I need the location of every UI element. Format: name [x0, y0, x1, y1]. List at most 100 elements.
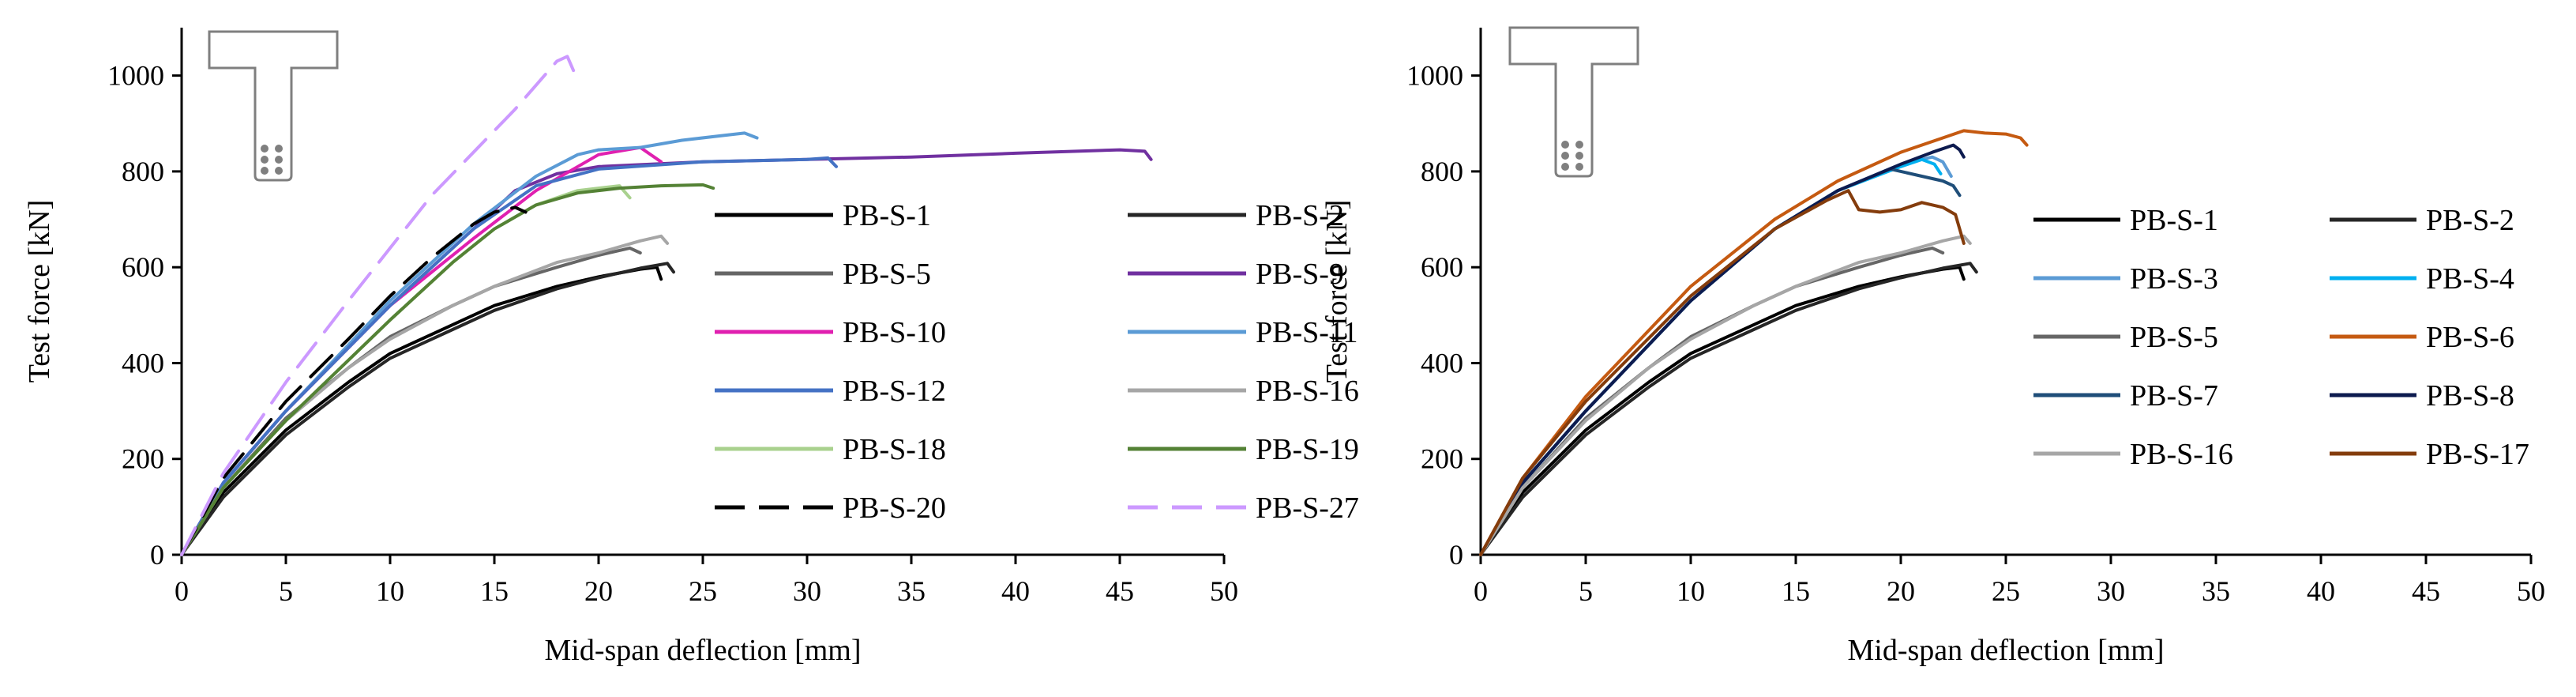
legend-label: PB-S-7	[2130, 379, 2218, 413]
series-line-pb-s-11	[180, 131, 759, 556]
x-tick-label: 15	[1782, 575, 1810, 607]
legend-label: PB-S-1	[843, 199, 931, 232]
rebar-dot	[1575, 152, 1583, 160]
legend-label: PB-S-19	[1256, 433, 1359, 466]
x-tick-label: 5	[279, 575, 293, 607]
x-tick-label: 30	[793, 575, 821, 607]
y-tick-label: 0	[150, 539, 164, 571]
series-line-pb-s-8	[1479, 143, 1966, 556]
series-line-pb-s-7	[1479, 167, 1962, 556]
series-line-pb-s-5	[1479, 246, 1945, 556]
series-line-pb-s-20	[180, 205, 528, 556]
t-beam-outline	[1508, 26, 1639, 178]
x-tick-label: 20	[584, 575, 613, 607]
legend-label: PB-S-2	[2426, 204, 2514, 237]
left-chart: 0 5 10 15 20 25 30 35 40 45 50 0 200 400 600 800 1000 Mid…	[23, 28, 1359, 667]
series-line-pb-s-9	[180, 148, 1153, 556]
legend-label: PB-S-4	[2426, 262, 2514, 296]
y-tick-label: 600	[1421, 251, 1463, 283]
legend-label: PB-S-10	[843, 316, 946, 349]
series-line-pb-s-2	[180, 262, 675, 556]
series-line-pb-s-2	[1479, 262, 1978, 556]
rebar-dot	[1561, 163, 1569, 171]
x-tick-label: 35	[897, 575, 926, 607]
rebar-dot	[1561, 141, 1569, 149]
y-tick-label: 0	[1449, 539, 1463, 571]
series-line-pb-s-16	[180, 234, 670, 556]
t-beam-outline	[208, 30, 339, 182]
legend-label: PB-S-5	[2130, 321, 2218, 354]
y-tick-label: 1000	[1406, 60, 1463, 92]
legend-label: PB-S-12	[843, 375, 946, 408]
series-line-pb-s-1	[1479, 266, 1966, 556]
series-line-pb-s-19	[180, 183, 715, 556]
series-line-pb-s-1	[180, 266, 663, 556]
y-axis-label: Test force [kN]	[23, 200, 56, 383]
rebar-dot	[1561, 152, 1569, 160]
y-tick-label: 800	[1421, 156, 1463, 187]
legend-label: PB-S-16	[2130, 438, 2233, 471]
legend: PB-S-1 PB-S-2 PB-S-5 PB-S-9 PB-S-10 PB-S-11 PB…	[715, 199, 1359, 525]
series-line-pb-s-3	[1479, 155, 1953, 556]
right-chart: 0 5 10 15 20 25 30 35 40 45 50 0 200 400 600 800 1000 Mid…	[1320, 26, 2545, 667]
legend-label: PB-S-5	[843, 258, 931, 291]
x-axis-label: Mid-span deflection [mm]	[1847, 634, 2164, 667]
series-line-pb-s-18	[180, 184, 632, 556]
rebar-dot	[275, 156, 283, 164]
legend-label: PB-S-18	[843, 433, 946, 466]
x-tick-label: 15	[480, 575, 509, 607]
series-line-pb-s-16	[1479, 234, 1972, 556]
series-line-pb-s-5	[180, 246, 642, 556]
legend-label: PB-S-6	[2426, 321, 2514, 354]
legend-label: PB-S-2	[1256, 199, 1344, 232]
y-tick-label: 600	[122, 251, 164, 283]
legend-label: PB-S-8	[2426, 379, 2514, 413]
legend-label: PB-S-9	[1256, 258, 1344, 291]
x-tick-label: 10	[1677, 575, 1705, 607]
x-tick-label: 25	[689, 575, 717, 607]
series-line-pb-s-6	[1479, 129, 2029, 556]
t-beam-cross-section-icon	[1508, 26, 1639, 178]
rebar-dot	[261, 156, 268, 164]
y-tick-label: 800	[122, 156, 164, 187]
x-tick-label: 50	[1210, 575, 1238, 607]
legend-label: PB-S-17	[2426, 438, 2529, 471]
legend: PB-S-1 PB-S-2 PB-S-3 PB-S-4 PB-S-5 PB-S-6 PB-S…	[2033, 204, 2529, 471]
legend-label: PB-S-16	[1256, 375, 1359, 408]
legend-label: PB-S-20	[843, 492, 946, 525]
rebar-dot	[261, 145, 268, 153]
rebar-dot	[275, 145, 283, 153]
x-tick-label: 45	[1106, 575, 1134, 607]
series-line-pb-s-27	[180, 55, 576, 556]
x-tick-label: 40	[2307, 575, 2335, 607]
x-tick-label: 0	[175, 575, 189, 607]
y-tick-label: 200	[1421, 443, 1463, 475]
series-line-pb-s-17	[1479, 189, 1966, 556]
rebar-dot	[1575, 141, 1583, 149]
y-tick-label: 400	[122, 347, 164, 379]
x-tick-label: 25	[1992, 575, 2020, 607]
x-tick-label: 30	[2097, 575, 2125, 607]
x-tick-label: 40	[1001, 575, 1030, 607]
x-tick-label: 45	[2412, 575, 2440, 607]
x-tick-label: 50	[2517, 575, 2545, 607]
x-tick-label: 5	[1579, 575, 1593, 607]
y-axis-label: Test force [kN]	[1320, 200, 1354, 383]
rebar-dot	[275, 167, 283, 175]
legend-label: PB-S-1	[2130, 204, 2218, 237]
x-tick-label: 10	[376, 575, 404, 607]
x-tick-label: 35	[2202, 575, 2230, 607]
x-tick-label: 0	[1474, 575, 1488, 607]
legend-label: PB-S-11	[1256, 316, 1358, 349]
x-axis-label: Mid-span deflection [mm]	[544, 634, 861, 667]
t-beam-cross-section-icon	[208, 30, 339, 182]
y-tick-label: 400	[1421, 347, 1463, 379]
y-tick-label: 200	[122, 443, 164, 475]
legend-label: PB-S-3	[2130, 262, 2218, 296]
y-tick-label: 1000	[107, 60, 164, 92]
series-line-pb-s-4	[1479, 157, 1943, 556]
rebar-dot	[1575, 163, 1583, 171]
rebar-dot	[261, 167, 268, 175]
legend-label: PB-S-27	[1256, 492, 1359, 525]
